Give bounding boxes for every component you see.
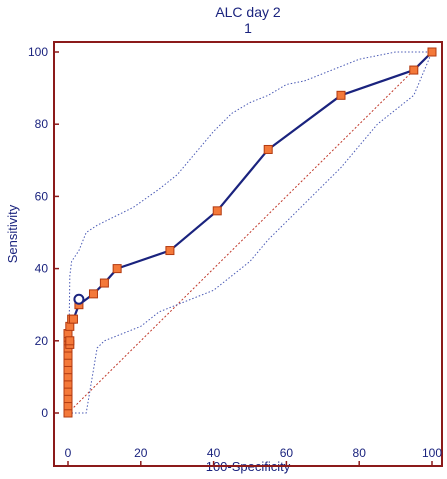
roc-point-marker bbox=[65, 336, 75, 346]
roc-point-marker bbox=[68, 314, 78, 324]
y-tick-label: 20 bbox=[35, 334, 49, 348]
chart-subtitle: 1 bbox=[244, 20, 252, 36]
roc-point-marker bbox=[112, 264, 122, 274]
roc-point-marker bbox=[165, 246, 175, 256]
roc-point-marker bbox=[336, 90, 346, 100]
x-tick-label: 60 bbox=[280, 446, 294, 460]
x-tick-label: 20 bbox=[134, 446, 148, 460]
chart-title: ALC day 2 bbox=[215, 4, 281, 20]
roc-point-marker bbox=[99, 278, 109, 288]
x-tick-label: 0 bbox=[65, 446, 72, 460]
x-tick-label: 80 bbox=[353, 446, 367, 460]
roc-point-marker bbox=[88, 289, 98, 299]
ci-upper-band bbox=[67, 51, 432, 414]
y-tick-label: 80 bbox=[35, 117, 49, 131]
y-tick-label: 0 bbox=[41, 406, 48, 420]
y-tick-label: 60 bbox=[35, 189, 49, 203]
x-tick-label: 40 bbox=[207, 446, 221, 460]
reference-diagonal-line bbox=[67, 51, 433, 414]
y-tick-label: 100 bbox=[28, 45, 48, 59]
roc-point-marker bbox=[263, 144, 273, 154]
y-tick-label: 40 bbox=[35, 262, 49, 276]
y-axis-label: Sensitivity bbox=[5, 204, 20, 263]
chart-marks: 0 20 40 60 80 100 0 20 40 60 80 100 bbox=[28, 41, 443, 467]
optimal-criterion-point bbox=[73, 293, 85, 305]
roc-point-marker bbox=[409, 65, 419, 75]
x-tick-label: 100 bbox=[422, 446, 442, 460]
roc-point-marker bbox=[427, 47, 437, 57]
roc-point-marker bbox=[212, 206, 222, 216]
plot-frame bbox=[53, 41, 443, 467]
ci-lower-band bbox=[68, 51, 433, 414]
